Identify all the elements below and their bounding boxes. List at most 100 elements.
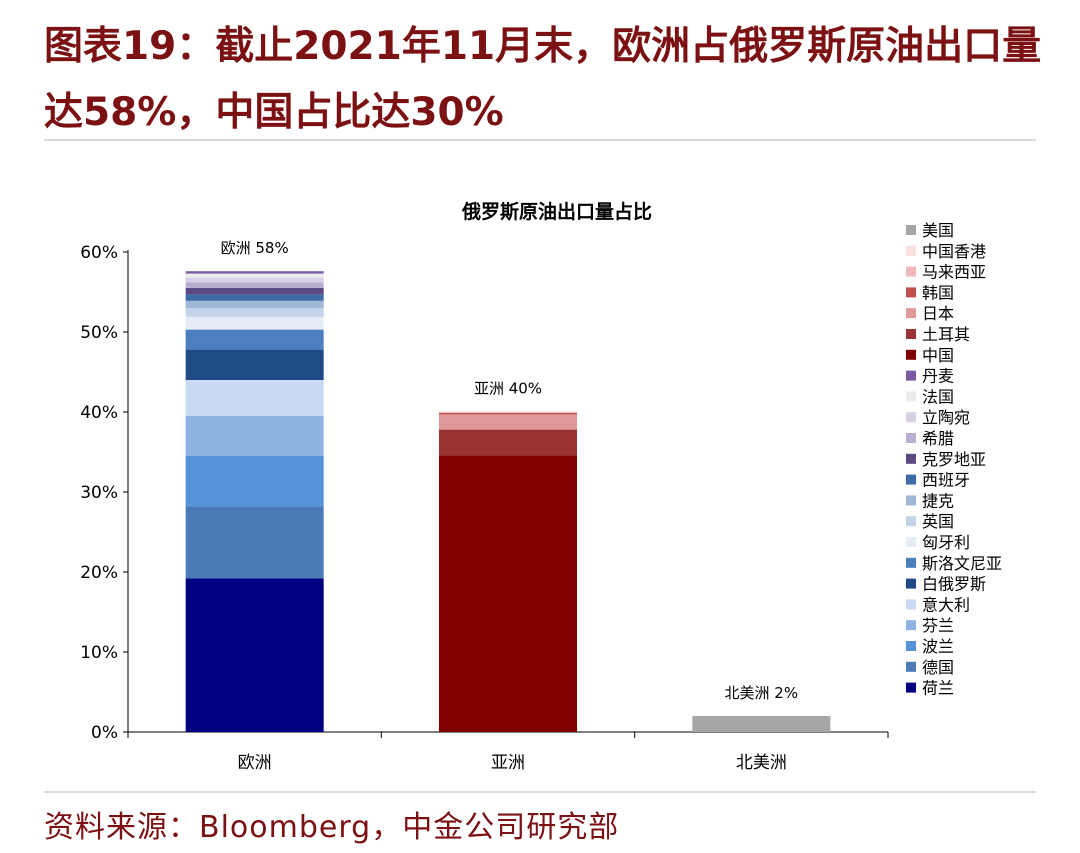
bar-segment: [185, 380, 324, 416]
legend-label: 丹麦: [922, 367, 954, 386]
y-tick-label: 60%: [80, 243, 118, 263]
legend-swatch: [906, 599, 916, 610]
legend-item: 波兰: [906, 637, 954, 656]
legend-swatch: [906, 245, 916, 256]
legend-item: 捷克: [906, 491, 954, 510]
bar-segment: [439, 411, 577, 413]
bar-segment: [185, 277, 324, 283]
legend-swatch: [906, 474, 916, 485]
legend-swatch: [906, 620, 916, 631]
y-tick-label: 0%: [91, 723, 118, 743]
legend-item: 韩国: [906, 283, 954, 302]
bar-segment: [185, 316, 324, 330]
legend-item: 荷兰: [906, 679, 954, 698]
legend-swatch: [906, 225, 916, 235]
bar-segment: [439, 429, 577, 456]
legend: 美国中国香港马来西亚韩国日本土耳其中国丹麦法国立陶宛希腊克罗地亚西班牙捷克英国匈…: [906, 221, 1002, 698]
legend-item: 西班牙: [906, 471, 970, 490]
chart: 俄罗斯原油出口量占比 0% 10% 20% 30% 40% 50% 60% 欧洲 亚洲 北美洲 欧…: [80, 200, 1002, 773]
bar-segment: [439, 412, 577, 415]
legend-swatch: [906, 287, 916, 298]
bar-segment: [185, 349, 324, 380]
chart-title: 俄罗斯原油出口量占比: [461, 200, 652, 223]
legend-label: 荷兰: [922, 679, 954, 698]
bar-segment: [185, 456, 324, 507]
legend-swatch: [906, 433, 916, 443]
bar-segment: [185, 271, 324, 274]
legend-item: 英国: [906, 512, 954, 531]
y-tick-label: 20%: [80, 563, 118, 583]
legend-label: 土耳其: [922, 325, 970, 344]
bar-segment: [185, 506, 324, 579]
bar-segment: [185, 578, 324, 732]
y-tick-label: 10%: [80, 643, 118, 663]
legend-swatch: [906, 266, 916, 277]
legend-label: 德国: [922, 658, 954, 677]
legend-label: 白俄罗斯: [922, 575, 986, 594]
bars: [185, 271, 831, 732]
legend-swatch: [906, 641, 916, 651]
bar-annotation: 北美洲 2%: [725, 684, 799, 702]
legend-swatch: [906, 349, 916, 360]
legend-swatch: [906, 391, 916, 402]
legend-label: 日本: [922, 304, 954, 323]
legend-label: 希腊: [922, 429, 954, 448]
bar-annotations: 欧洲 58% 亚洲 40% 北美洲 2%: [221, 239, 799, 702]
legend-item: 美国: [906, 221, 954, 240]
bar-segment: [692, 716, 831, 732]
legend-label: 波兰: [922, 637, 954, 656]
bar-segment: [185, 282, 324, 288]
legend-label: 克罗地亚: [922, 450, 986, 469]
legend-label: 马来西亚: [922, 263, 986, 282]
bar-annotation: 亚洲 40%: [474, 380, 542, 398]
legend-swatch: [906, 370, 916, 381]
legend-swatch: [906, 412, 916, 423]
top-divider: [44, 139, 1036, 141]
legend-label: 西班牙: [922, 471, 970, 490]
legend-item: 希腊: [906, 429, 954, 448]
legend-label: 韩国: [922, 283, 954, 302]
bar-segment: [439, 455, 577, 732]
bar-segment: [185, 300, 324, 308]
legend-label: 中国: [922, 346, 954, 365]
legend-label: 捷克: [922, 491, 954, 510]
legend-swatch: [906, 537, 916, 547]
legend-item: 法国: [906, 387, 954, 406]
legend-swatch: [906, 453, 916, 464]
legend-swatch: [906, 495, 916, 506]
legend-swatch: [906, 516, 916, 527]
legend-item: 斯洛文尼亚: [906, 554, 1002, 573]
legend-label: 法国: [922, 387, 954, 406]
legend-label: 美国: [922, 221, 954, 240]
bar-annotation: 欧洲 58%: [221, 239, 289, 257]
legend-swatch: [906, 682, 916, 693]
x-tick-label: 亚洲: [491, 753, 525, 773]
bar-segment: [185, 288, 324, 295]
legend-label: 中国香港: [922, 242, 986, 261]
bar-segment: [185, 416, 324, 456]
legend-swatch: [906, 308, 916, 319]
legend-swatch: [906, 557, 916, 568]
legend-label: 芬兰: [922, 616, 954, 635]
bar-segment: [439, 414, 577, 430]
legend-label: 英国: [922, 512, 954, 531]
bar-segment: [185, 308, 324, 317]
legend-label: 意大利: [922, 595, 970, 614]
legend-item: 中国: [906, 346, 954, 365]
legend-item: 丹麦: [906, 367, 954, 386]
y-tick-label: 30%: [80, 483, 118, 503]
source-note: 资料来源：Bloomberg，中金公司研究部: [44, 810, 620, 845]
page-title: 图表19：截止2021年11月末，欧洲占俄罗斯原油出口量达58%，中国占比达30…: [44, 24, 1042, 135]
legend-swatch: [906, 661, 916, 672]
axes: 0% 10% 20% 30% 40% 50% 60% 欧洲 亚洲 北美洲: [80, 243, 889, 773]
legend-label: 立陶宛: [922, 408, 970, 427]
legend-item: 匈牙利: [906, 533, 970, 552]
legend-item: 立陶宛: [906, 408, 970, 427]
legend-item: 克罗地亚: [906, 450, 986, 469]
legend-item: 马来西亚: [906, 263, 986, 282]
legend-swatch: [906, 578, 916, 589]
legend-item: 意大利: [906, 595, 970, 614]
y-tick-label: 50%: [80, 323, 118, 343]
y-tick-label: 40%: [80, 403, 118, 423]
bottom-divider: [44, 791, 1036, 793]
